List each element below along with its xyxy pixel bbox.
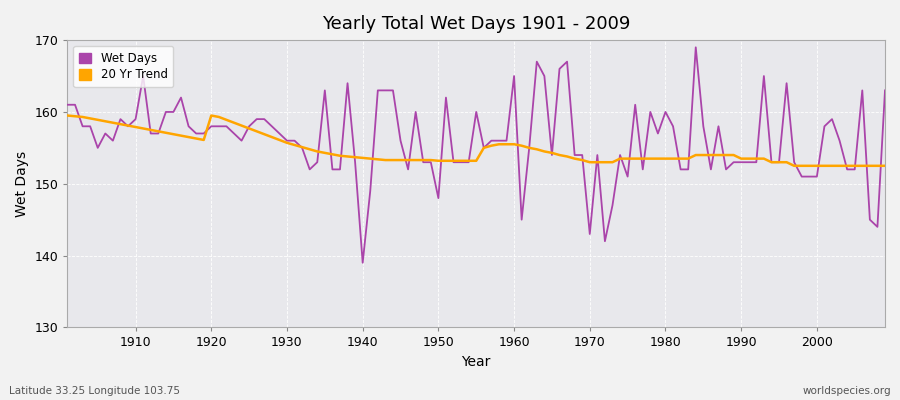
Wet Days <box>289 138 300 143</box>
Wet Days <box>690 45 701 50</box>
20 Yr Trend <box>788 164 799 168</box>
X-axis label: Year: Year <box>462 355 490 369</box>
Text: worldspecies.org: worldspecies.org <box>803 386 891 396</box>
20 Yr Trend <box>599 160 610 165</box>
Legend: Wet Days, 20 Yr Trend: Wet Days, 20 Yr Trend <box>74 46 174 87</box>
Line: Wet Days: Wet Days <box>68 47 885 263</box>
20 Yr Trend <box>289 142 300 147</box>
Wet Days <box>608 203 618 208</box>
20 Yr Trend <box>62 113 73 118</box>
Wet Days <box>357 260 368 265</box>
Title: Yearly Total Wet Days 1901 - 2009: Yearly Total Wet Days 1901 - 2009 <box>322 15 630 33</box>
Wet Days <box>508 74 519 78</box>
Text: Latitude 33.25 Longitude 103.75: Latitude 33.25 Longitude 103.75 <box>9 386 180 396</box>
Wet Days <box>879 88 890 93</box>
Line: 20 Yr Trend: 20 Yr Trend <box>68 116 885 166</box>
Y-axis label: Wet Days: Wet Days <box>15 151 29 217</box>
Wet Days <box>335 167 346 172</box>
20 Yr Trend <box>335 153 346 158</box>
20 Yr Trend <box>501 142 512 147</box>
Wet Days <box>62 102 73 107</box>
20 Yr Trend <box>879 164 890 168</box>
Wet Days <box>517 217 527 222</box>
20 Yr Trend <box>508 142 519 147</box>
Wet Days <box>122 124 133 129</box>
20 Yr Trend <box>122 123 133 128</box>
